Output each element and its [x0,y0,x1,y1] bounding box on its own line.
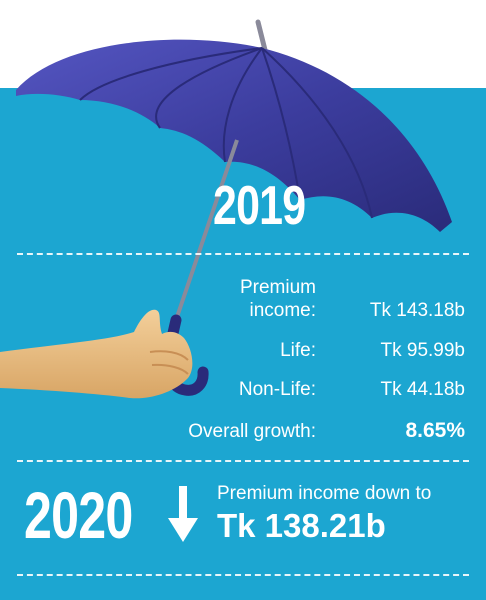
umbrella-tip [255,19,268,53]
year-2019-heading: 2019 [213,174,306,236]
premium-label-line2: income: [249,300,316,321]
life-value: Tk 95.99b [380,340,466,361]
divider-bottom [17,574,469,576]
premium-income-label: Premium income: [190,276,316,322]
summary-line1: Premium income down to [217,483,432,504]
year-2020-heading: 2020 [24,478,133,552]
overall-growth-label: Overall growth: [188,421,316,442]
down-arrow-icon [168,486,198,542]
premium-label-line1: Premium [239,277,316,298]
life-label: Life: [280,340,316,361]
nonlife-value: Tk 44.18b [380,379,466,400]
overall-growth-value: 8.65% [405,419,465,442]
divider-middle [17,460,469,462]
premium-income-value: Tk 143.18b [369,300,465,321]
divider-top [17,253,469,255]
summary-line2: Tk 138.21b [217,507,386,544]
umbrella-canopy [16,39,452,232]
umbrella-shaft [174,139,239,321]
nonlife-label: Non-Life: [238,379,316,400]
hand-illustration [0,309,193,399]
